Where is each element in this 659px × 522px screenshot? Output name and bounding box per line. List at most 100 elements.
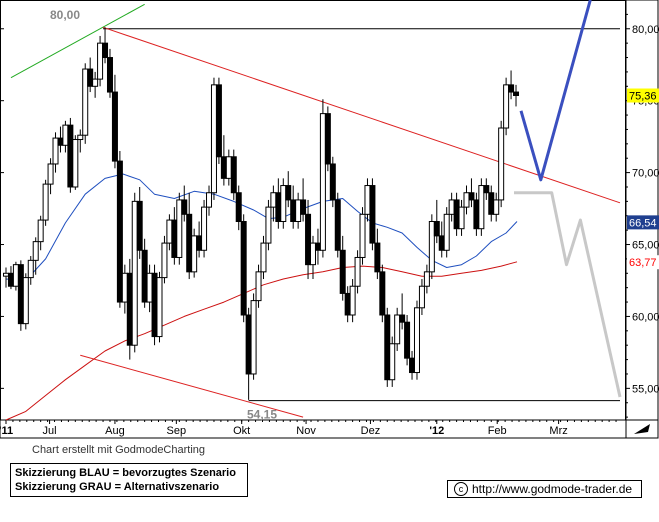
- candle-down: [329, 163, 336, 201]
- candle-up: [156, 277, 163, 338]
- x-tick-label: Dez: [361, 425, 381, 437]
- candle-up: [37, 219, 44, 243]
- low-annotation: 54,15: [247, 408, 277, 422]
- candle-down: [290, 199, 297, 223]
- candle-down: [379, 271, 386, 316]
- candle-up: [161, 242, 168, 279]
- candle-up: [176, 199, 183, 258]
- price-label: 75,36: [629, 91, 657, 103]
- trendline-green-uptrend: [10, 3, 145, 79]
- source-url[interactable]: http://www.godmode-trader.de: [472, 482, 633, 496]
- candle-down: [438, 235, 445, 251]
- candle-down: [324, 113, 331, 165]
- scenario-legend: Skizzierung BLAU = bevorzugtes Szenario …: [10, 463, 248, 497]
- candle-up: [52, 137, 59, 165]
- candle-down: [116, 160, 123, 303]
- candle-down: [305, 213, 312, 266]
- candle-up: [62, 124, 69, 146]
- candle-down: [453, 199, 460, 230]
- candle-up: [423, 271, 430, 287]
- candle-down: [300, 199, 307, 215]
- candle-up: [146, 272, 153, 303]
- x-tick-label: Okt: [233, 425, 250, 437]
- price-label-bg: [627, 215, 659, 230]
- candle-up: [310, 242, 316, 266]
- candle-down: [181, 199, 188, 215]
- candle-up: [77, 134, 84, 141]
- candle-up: [389, 343, 396, 381]
- candle-down: [513, 91, 520, 97]
- candle-down: [102, 42, 109, 59]
- candle-up: [265, 206, 272, 244]
- candle-up: [121, 272, 128, 303]
- candle-down: [314, 242, 321, 251]
- candle-up: [295, 199, 302, 223]
- candle-down: [111, 91, 118, 162]
- candle-up: [458, 206, 465, 230]
- scroll-arrow-icon: [634, 424, 650, 434]
- candle-down: [344, 292, 351, 316]
- candle-down: [334, 199, 341, 251]
- y-tick-label: 55,00: [632, 383, 659, 395]
- candle-up: [359, 213, 366, 258]
- moving-average-1: [5, 261, 518, 421]
- candle-up: [260, 242, 267, 273]
- candle-up: [413, 307, 420, 374]
- candle-up: [255, 271, 262, 302]
- candle-down: [7, 272, 14, 287]
- candle-down: [215, 84, 222, 158]
- high-annotation: 80,00: [50, 8, 80, 22]
- candle-down: [196, 235, 203, 251]
- candle-down: [339, 249, 346, 294]
- candle-up: [72, 139, 79, 188]
- candle-up: [394, 314, 401, 345]
- price-chart: 80,0075,0070,0065,0060,0055,00'11JulAugS…: [0, 0, 659, 439]
- candle-up: [448, 199, 455, 215]
- x-tick-label: Mrz: [549, 425, 567, 437]
- price-label: 66,54: [629, 217, 657, 229]
- candle-down: [87, 68, 94, 87]
- trendline-red-downtrend: [102, 26, 621, 204]
- y-tick-label: 70,00: [632, 168, 659, 180]
- candle-up: [206, 192, 213, 208]
- candle-down: [483, 185, 490, 194]
- candle-down: [275, 192, 282, 223]
- y-axis-strip: [625, 0, 659, 421]
- candle-down: [136, 200, 143, 251]
- candle-up: [354, 256, 361, 287]
- source-url-box[interactable]: c http://www.godmode-trader.de: [447, 480, 642, 498]
- candle-down: [235, 192, 242, 223]
- candle-up: [225, 156, 232, 179]
- chart-credit: Chart erstellt mit GodmodeCharting: [32, 444, 206, 456]
- price-label-bg: [627, 255, 659, 270]
- y-tick-label: 60,00: [632, 311, 659, 323]
- candle-down: [230, 156, 237, 194]
- scenario-path-3: [514, 191, 622, 398]
- candle-up: [32, 241, 39, 261]
- candle-up: [131, 200, 138, 346]
- candle-up: [319, 113, 326, 251]
- candle-down: [151, 272, 158, 338]
- candle-down: [17, 264, 24, 325]
- candle-up: [201, 206, 208, 251]
- candle-up: [478, 185, 485, 230]
- x-tick-label: Feb: [488, 425, 507, 437]
- price-label: 63,77: [629, 257, 657, 269]
- candle-down: [141, 249, 148, 303]
- candle-up: [280, 185, 287, 223]
- candle-down: [433, 221, 440, 237]
- candle-down: [285, 185, 292, 201]
- price-label-bg: [627, 88, 659, 103]
- candle-up: [493, 199, 500, 215]
- candle-up: [92, 78, 99, 87]
- candle-up: [364, 185, 371, 215]
- candle-up: [166, 219, 173, 244]
- candle-up: [443, 213, 450, 251]
- candle-up: [210, 84, 217, 194]
- copyright-icon: c: [454, 482, 468, 496]
- candle-down: [106, 57, 113, 93]
- candle-up: [463, 192, 470, 208]
- candle-down: [67, 124, 74, 188]
- x-tick-label: Sep: [167, 425, 187, 437]
- candle-down: [126, 272, 133, 346]
